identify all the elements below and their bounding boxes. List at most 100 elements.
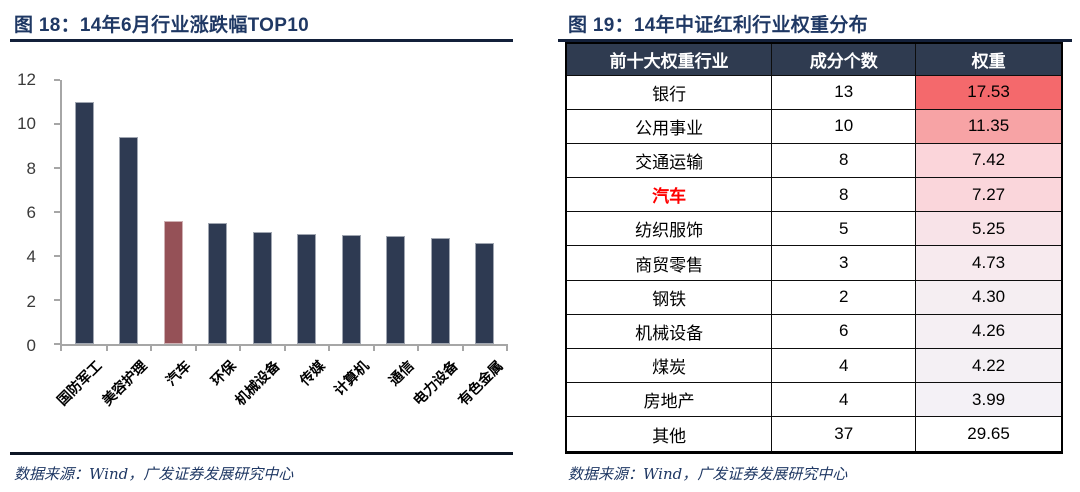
cell-weight: 17.53 <box>915 74 1063 110</box>
figure-18-title-rule <box>10 39 513 42</box>
y-axis: 0 2 4 6 8 10 12 <box>0 70 52 355</box>
x-axis-label: 电力设备 <box>410 357 461 409</box>
bar-slot: 通信 <box>374 80 419 389</box>
cell-weight: 7.27 <box>915 177 1063 213</box>
y-tick-mark <box>54 255 60 257</box>
table-header-row: 前十大权重行业 成分个数 权重 <box>565 42 1063 76</box>
x-axis-label: 汽车 <box>162 357 194 389</box>
table-row: 商贸零售 3 4.73 <box>565 245 1063 281</box>
cell-industry: 交通运输 <box>565 142 773 179</box>
figure-18-source: 数据来源：Wind，广发证券发展研究中心 <box>14 465 294 483</box>
bar-slot: 美容护理 <box>99 80 152 408</box>
y-tick-label: 4 <box>26 247 36 267</box>
bar-slot: 机械设备 <box>232 80 285 408</box>
cell-weight: 4.26 <box>915 313 1063 350</box>
figure-18-bottom-rule <box>10 452 513 455</box>
table-row: 交通运输 8 7.42 <box>565 142 1063 179</box>
cell-count: 8 <box>771 142 917 179</box>
cell-industry: 房地产 <box>565 382 773 418</box>
bar <box>74 102 94 344</box>
cell-weight: 5.25 <box>915 211 1063 247</box>
header-weight: 权重 <box>915 42 1063 76</box>
bar <box>163 220 183 344</box>
bar <box>475 242 495 344</box>
cell-count: 3 <box>771 245 917 281</box>
cell-industry: 纺织服饰 <box>565 211 773 247</box>
x-axis-label: 环保 <box>207 357 239 389</box>
y-tick-label: 2 <box>26 291 36 311</box>
cell-weight: 4.73 <box>915 245 1063 281</box>
table-row: 银行 13 17.53 <box>565 74 1063 110</box>
cell-count: 2 <box>771 279 917 315</box>
y-tick-mark <box>54 167 60 169</box>
table-row: 煤炭 4 4.22 <box>565 347 1063 384</box>
plot-area: 国防军工 美容护理 汽车 环保 机械设备 传媒 计算机 通信 电力设备 有色金属 <box>54 79 508 408</box>
figure-19-title-rule <box>558 39 1072 42</box>
x-axis-label: 计算机 <box>330 357 372 399</box>
cell-weight: 29.65 <box>915 416 1063 453</box>
cell-industry: 其他 <box>565 416 773 453</box>
bar-slot: 国防军工 <box>54 80 107 408</box>
cell-industry: 钢铁 <box>565 279 773 315</box>
figure-18-title: 图 18：14年6月行业涨跌幅TOP10 <box>14 15 309 36</box>
cell-count: 5 <box>771 211 917 247</box>
bar-slot: 电力设备 <box>410 80 463 408</box>
cell-count: 4 <box>771 382 917 418</box>
bar <box>119 137 139 344</box>
table-row: 其他 37 29.65 <box>565 416 1063 453</box>
table-row: 房地产 4 3.99 <box>565 382 1063 418</box>
y-tick-mark <box>54 79 60 81</box>
x-axis-label: 美容护理 <box>98 357 150 409</box>
y-tick-mark <box>54 123 60 125</box>
cell-count: 10 <box>771 108 917 144</box>
cell-weight: 4.30 <box>915 279 1063 315</box>
bar-slot: 环保 <box>196 80 241 389</box>
cell-industry: 煤炭 <box>565 347 773 384</box>
y-tick-mark <box>54 343 60 345</box>
y-tick-label: 10 <box>17 114 36 134</box>
table-row: 纺织服饰 5 5.25 <box>565 211 1063 247</box>
x-axis-label: 机械设备 <box>232 357 283 409</box>
bar-slot: 汽车 <box>151 80 196 389</box>
cell-industry: 汽车 <box>565 177 773 213</box>
bar-slot: 有色金属 <box>455 80 508 408</box>
header-count: 成分个数 <box>771 42 917 76</box>
cell-industry: 商贸零售 <box>565 245 773 281</box>
bar <box>208 223 228 344</box>
cell-weight: 3.99 <box>915 382 1063 418</box>
cell-industry: 公用事业 <box>565 108 773 144</box>
x-axis-label: 有色金属 <box>454 357 506 409</box>
cell-industry: 银行 <box>565 74 773 110</box>
table-row: 汽车 8 7.27 <box>565 177 1063 213</box>
bar <box>252 231 272 344</box>
weights-table-body: 银行 13 17.53 公用事业 10 11.35 交通运输 8 7.42 汽车 8 7.27 纺织服饰… <box>565 74 1063 453</box>
figure-19-source: 数据来源：Wind，广发证券发展研究中心 <box>568 465 848 483</box>
table-row: 机械设备 6 4.26 <box>565 313 1063 350</box>
figure-19-title: 图 19：14年中证红利行业权重分布 <box>568 15 868 36</box>
y-tick-mark <box>54 299 60 301</box>
cell-count: 6 <box>771 313 917 350</box>
cell-weight: 4.22 <box>915 347 1063 384</box>
y-tick-label: 8 <box>26 158 36 178</box>
bar <box>430 238 450 344</box>
bar <box>341 235 361 344</box>
bar <box>297 234 317 344</box>
cell-count: 8 <box>771 177 917 213</box>
table-row: 钢铁 2 4.30 <box>565 279 1063 315</box>
cell-count: 4 <box>771 347 917 384</box>
x-axis-label: 国防军工 <box>54 357 105 409</box>
x-axis-label: 传媒 <box>296 357 328 389</box>
cell-weight: 11.35 <box>915 108 1063 144</box>
bar <box>386 236 406 344</box>
y-tick-label: 0 <box>26 336 36 355</box>
bar-slot: 计算机 <box>329 80 374 398</box>
cell-count: 13 <box>771 74 917 110</box>
y-tick-label: 12 <box>17 70 36 89</box>
table-row: 公用事业 10 11.35 <box>565 108 1063 144</box>
cell-weight: 7.42 <box>915 142 1063 179</box>
cell-count: 37 <box>771 416 917 453</box>
bar-slot: 传媒 <box>285 80 330 389</box>
y-tick-mark <box>54 211 60 213</box>
cell-industry: 机械设备 <box>565 313 773 350</box>
